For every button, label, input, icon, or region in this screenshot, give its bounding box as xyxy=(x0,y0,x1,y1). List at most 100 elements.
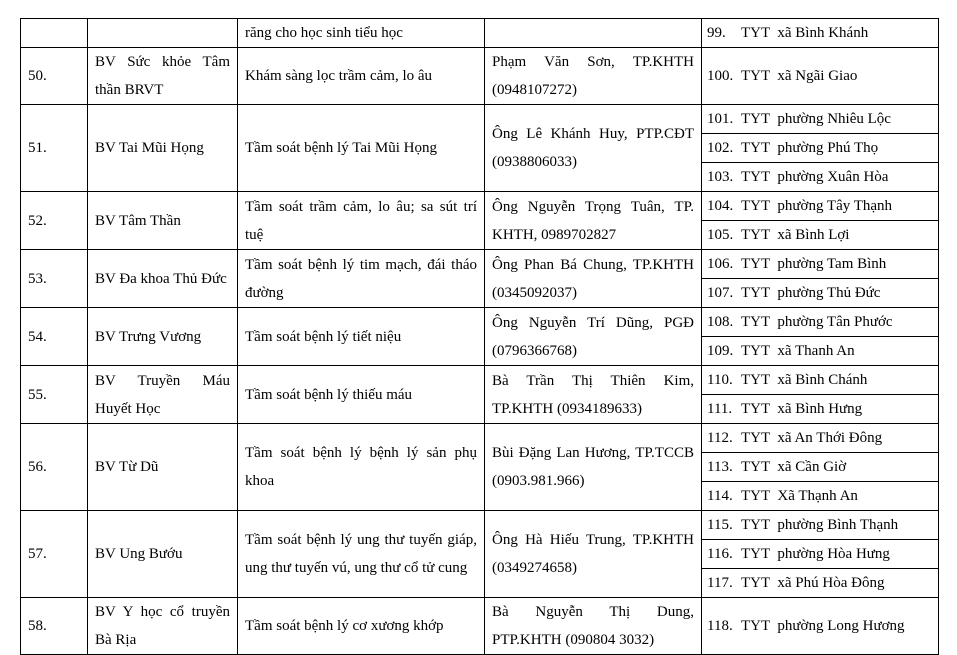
station-name: TYT phường Phú Thọ xyxy=(741,140,879,156)
table-row: 50. BV Sức khỏe Tâm thần BRVT Khám sàng lọ… xyxy=(20,47,939,105)
hospital-name: BV Đa khoa Thủ Đức xyxy=(87,249,238,308)
health-station: 115. TYT phường Bình Thạnh xyxy=(701,510,939,540)
row-number: 52. xyxy=(20,191,88,250)
screening-assignment-table: răng cho học sinh tiểu học 99. TYT xã Bình… xyxy=(20,18,939,655)
screening-service: Tầm soát bệnh lý bệnh lý sản phụ khoa xyxy=(237,423,485,511)
health-station: 103. TYT phường Xuân Hòa xyxy=(701,162,939,192)
station-name: TYT xã Cần Giờ xyxy=(741,459,847,475)
station-name: TYT phường Thủ Đức xyxy=(741,285,881,301)
screening-service: Tầm soát bệnh lý cơ xương khớp xyxy=(237,597,485,655)
hospital-name: BV Tâm Thần xyxy=(87,191,238,250)
health-station: 118. TYT phường Long Hương xyxy=(701,597,939,655)
contact-person: Ông Nguyễn Trí Dũng, PGĐ (0796366768) xyxy=(484,307,702,366)
station-number: 108. xyxy=(707,314,734,330)
screening-service: Tầm soát bệnh lý thiếu máu xyxy=(237,365,485,424)
contact-person: Bà Trần Thị Thiên Kim, TP.KHTH (09341896… xyxy=(484,365,702,424)
station-name: TYT phường Tây Thạnh xyxy=(741,198,893,214)
contact-person: Ông Nguyễn Trọng Tuân, TP. KHTH, 0989702… xyxy=(484,191,702,250)
station-name: TYT xã Ngãi Giao xyxy=(741,68,858,84)
row-number: 51. xyxy=(20,104,88,192)
contact-person: Ông Hà Hiếu Trung, TP.KHTH (0349274658) xyxy=(484,510,702,598)
table-row: 102. TYT phường Phú Thọ xyxy=(21,133,939,163)
table-row: 53. BV Đa khoa Thủ Đức Tầm soát bệnh lý ti… xyxy=(20,249,939,308)
screening-service: Tầm soát bệnh lý tiết niệu xyxy=(237,307,485,366)
station-number: 115. xyxy=(707,517,733,533)
health-station: 101. TYT phường Nhiêu Lộc xyxy=(701,104,939,134)
station-number: 118. xyxy=(707,618,733,634)
station-name: TYT phường Nhiêu Lộc xyxy=(741,111,891,127)
health-station: 104. TYT phường Tây Thạnh xyxy=(701,191,939,221)
health-station: 99. TYT xã Bình Khánh xyxy=(701,18,939,48)
row-number: 53. xyxy=(20,249,88,308)
row-number: 55. xyxy=(20,365,88,424)
health-station: 100. TYT xã Ngãi Giao xyxy=(701,47,939,105)
station-name: TYT xã Bình Lợi xyxy=(741,227,850,243)
health-station: 107. TYT phường Thủ Đức xyxy=(701,278,939,308)
hospital-name xyxy=(87,18,238,48)
station-number: 112. xyxy=(707,430,733,446)
table-row: 109. TYT xã Thanh An xyxy=(21,336,939,366)
table-row: 54. BV Trưng Vương Tầm soát bệnh lý tiết n… xyxy=(20,307,939,366)
table-row: răng cho học sinh tiểu học 99. TYT xã Bình… xyxy=(20,18,939,48)
station-number: 114. xyxy=(707,488,733,504)
screening-service: Khám sàng lọc trầm cảm, lo âu xyxy=(237,47,485,105)
station-name: TYT phường Tân Phước xyxy=(741,314,893,330)
row-number xyxy=(20,18,88,48)
screening-service: Tầm soát bệnh lý tim mạch, đái tháo đườn… xyxy=(237,249,485,308)
station-number: 103. xyxy=(707,169,734,185)
station-number: 105. xyxy=(707,227,734,243)
station-number: 116. xyxy=(707,546,733,562)
station-number: 102. xyxy=(707,140,734,156)
health-station: 110. TYT xã Bình Chánh xyxy=(701,365,939,395)
station-name: TYT xã Thanh An xyxy=(741,343,855,359)
health-station: 111. TYT xã Bình Hưng xyxy=(701,394,939,424)
station-name: TYT xã Bình Chánh xyxy=(741,372,868,388)
table-row: 57. BV Ung Bướu Tầm soát bệnh lý ung thư t… xyxy=(20,510,939,598)
contact-person: Ông Phan Bá Chung, TP.KHTH (0345092037) xyxy=(484,249,702,308)
station-number: 107. xyxy=(707,285,734,301)
hospital-name: BV Tai Mũi Họng xyxy=(87,104,238,192)
health-station: 105. TYT xã Bình Lợi xyxy=(701,220,939,250)
screening-service: răng cho học sinh tiểu học xyxy=(237,18,485,48)
table-row: 52. BV Tâm Thần Tầm soát trầm cảm, lo âu; … xyxy=(20,191,939,250)
table-row: 58. BV Y học cổ truyền Bà Rịa Tầm soát bện… xyxy=(20,597,939,655)
station-number: 106. xyxy=(707,256,734,272)
health-station: 116. TYT phường Hòa Hưng xyxy=(701,539,939,569)
row-number: 50. xyxy=(20,47,88,105)
health-station: 112. TYT xã An Thới Đông xyxy=(701,423,939,453)
station-name: TYT xã Phú Hòa Đông xyxy=(741,575,885,591)
station-number: 113. xyxy=(707,459,733,475)
screening-service: Tầm soát trầm cảm, lo âu; sa sút trí tuệ xyxy=(237,191,485,250)
row-number: 56. xyxy=(20,423,88,511)
table-row: 55. BV Truyền Máu Huyết Học Tầm soát bệnh … xyxy=(20,365,939,424)
health-station: 114. TYT Xã Thạnh An xyxy=(701,481,939,511)
station-name: TYT phường Xuân Hòa xyxy=(741,169,889,185)
table-row: 117. TYT xã Phú Hòa Đông xyxy=(21,568,939,598)
hospital-name: BV Truyền Máu Huyết Học xyxy=(87,365,238,424)
hospital-name: BV Sức khỏe Tâm thần BRVT xyxy=(87,47,238,105)
contact-person: Ông Lê Khánh Huy, PTP.CĐT (0938806033) xyxy=(484,104,702,192)
station-number: 101. xyxy=(707,111,734,127)
row-number: 54. xyxy=(20,307,88,366)
station-name: TYT xã Bình Khánh xyxy=(741,25,869,41)
table-body: răng cho học sinh tiểu học 99. TYT xã Bình… xyxy=(20,18,939,655)
health-station: 108. TYT phường Tân Phước xyxy=(701,307,939,337)
station-name: TYT xã An Thới Đông xyxy=(741,430,883,446)
contact-person xyxy=(484,18,702,48)
health-station: 109. TYT xã Thanh An xyxy=(701,336,939,366)
screening-service: Tầm soát bệnh lý ung thư tuyến giáp, ung… xyxy=(237,510,485,598)
station-name: TYT phường Bình Thạnh xyxy=(741,517,899,533)
table-row: 51. BV Tai Mũi Họng Tầm soát bệnh lý Tai M… xyxy=(20,104,939,192)
hospital-name: BV Trưng Vương xyxy=(87,307,238,366)
table-row: 114. TYT Xã Thạnh An xyxy=(21,481,939,511)
station-name: TYT xã Bình Hưng xyxy=(741,401,863,417)
station-number: 100. xyxy=(707,68,734,84)
station-number: 104. xyxy=(707,198,734,214)
health-station: 102. TYT phường Phú Thọ xyxy=(701,133,939,163)
screening-service: Tầm soát bệnh lý Tai Mũi Họng xyxy=(237,104,485,192)
station-number: 99. xyxy=(707,25,726,41)
row-number: 58. xyxy=(20,597,88,655)
hospital-name: BV Y học cổ truyền Bà Rịa xyxy=(87,597,238,655)
health-station: 113. TYT xã Cần Giờ xyxy=(701,452,939,482)
health-station: 117. TYT xã Phú Hòa Đông xyxy=(701,568,939,598)
